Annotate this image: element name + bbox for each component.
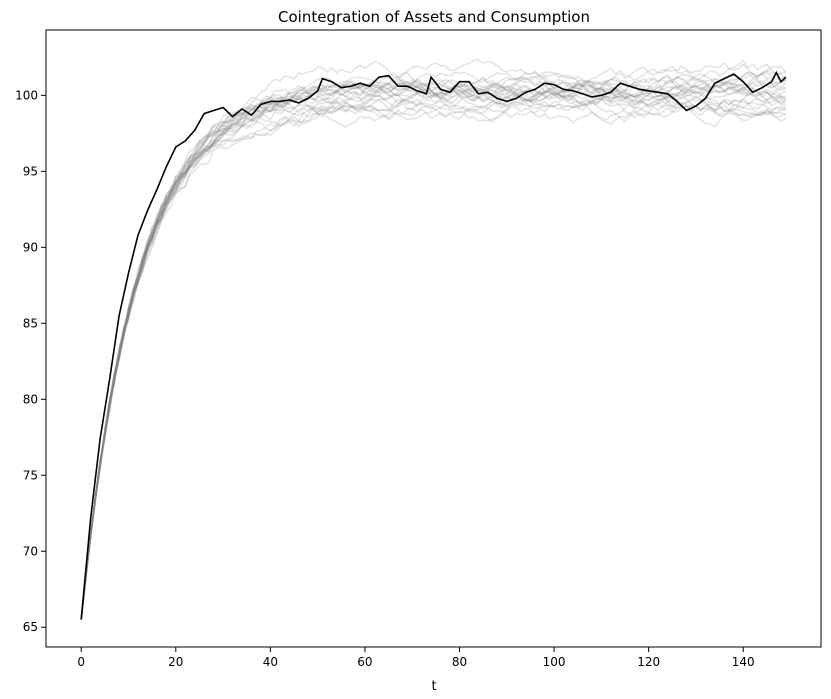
- background-series-line: [80, 80, 787, 620]
- y-tick-label: 90: [23, 240, 38, 254]
- background-series-line: [80, 81, 786, 620]
- x-tick-label: 20: [168, 655, 183, 669]
- chart-title: Cointegration of Assets and Consumption: [278, 8, 590, 26]
- background-series-line: [80, 85, 787, 620]
- background-series-line: [80, 60, 787, 620]
- y-tick-label: 85: [23, 316, 38, 330]
- background-series-line: [80, 71, 787, 620]
- y-tick-label: 100: [15, 88, 38, 102]
- background-series-line: [80, 75, 787, 620]
- x-tick-label: 120: [637, 655, 660, 669]
- background-series-line: [80, 91, 787, 620]
- y-tick-label: 75: [23, 468, 38, 482]
- background-series-line: [80, 70, 786, 620]
- background-series-line: [80, 89, 786, 620]
- background-series-line: [80, 91, 787, 620]
- background-series-line: [80, 102, 787, 620]
- background-series-line: [80, 71, 786, 620]
- highlight-series-line: [80, 70, 787, 620]
- x-tick-label: 100: [543, 655, 566, 669]
- background-series-line: [80, 58, 787, 620]
- x-tick-label: 140: [732, 655, 755, 669]
- background-series-line: [80, 100, 787, 620]
- background-series-line: [80, 84, 787, 620]
- y-tick-label: 70: [23, 544, 38, 558]
- x-axis-label: t: [431, 679, 436, 694]
- background-series-line: [80, 86, 787, 620]
- plot-frame: [45, 29, 822, 648]
- background-series-line: [80, 73, 787, 620]
- x-tick-label: 40: [263, 655, 278, 669]
- y-tick-label: 95: [23, 164, 38, 178]
- background-series-line: [80, 74, 787, 620]
- x-tick-label: 80: [452, 655, 467, 669]
- x-axis: 0 20 40 60 80 100 120 140: [77, 647, 755, 669]
- background-series-line: [80, 79, 786, 620]
- plot-area: [80, 58, 787, 620]
- y-tick-label: 65: [23, 620, 38, 634]
- background-series-line: [80, 85, 786, 620]
- x-tick-label: 0: [77, 655, 85, 669]
- y-axis: 65 70 75 80 85 90 95 100: [15, 88, 46, 634]
- x-tick-label: 60: [357, 655, 372, 669]
- background-series-line: [80, 69, 786, 620]
- background-series-line: [80, 65, 787, 620]
- background-series-line: [80, 89, 786, 620]
- y-tick-label: 80: [23, 392, 38, 406]
